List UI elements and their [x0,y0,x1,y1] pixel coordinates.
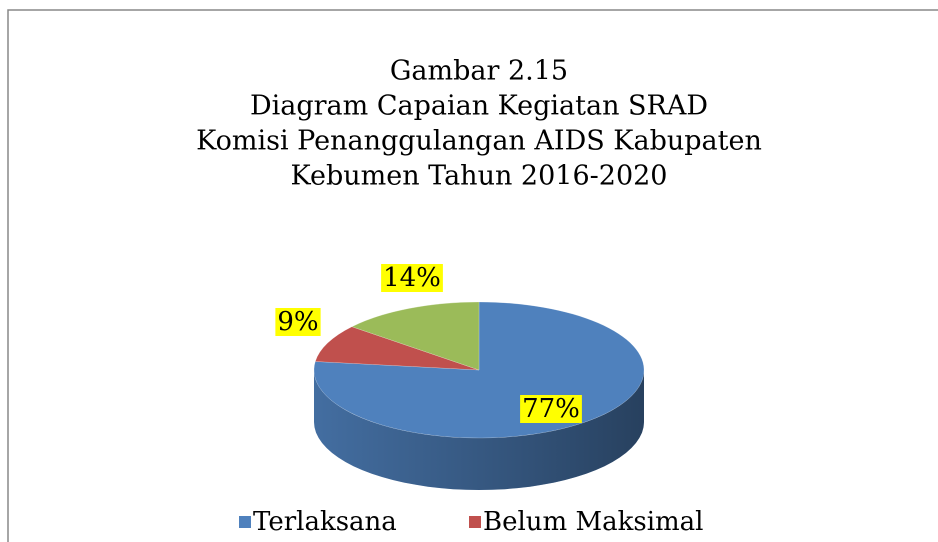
data-label: 14% [381,263,443,293]
data-label-text: 9% [277,307,318,337]
data-label-text: 77% [522,394,580,424]
pie-side-shade [314,370,644,490]
chart-title: Komisi Penanggulangan AIDS Kabupaten [196,126,762,157]
chart-title: Diagram Capaian Kegiatan SRAD [250,91,708,122]
data-label-bg [275,308,321,336]
data-label: 77% [520,394,582,424]
legend-label: Belum Maksimal [483,507,703,537]
pie-slice [351,301,480,371]
data-label-bg [520,395,582,423]
data-label: 9% [275,307,321,337]
legend-swatch [239,516,251,528]
chart-title: Gambar 2.15 [390,56,568,87]
data-label-bg [381,264,443,292]
legend-label: Terlaksana [253,507,397,537]
pie-slice [314,326,480,371]
data-label-text: 14% [383,263,441,293]
chart-title: Kebumen Tahun 2016-2020 [291,161,668,192]
legend-swatch [469,516,481,528]
